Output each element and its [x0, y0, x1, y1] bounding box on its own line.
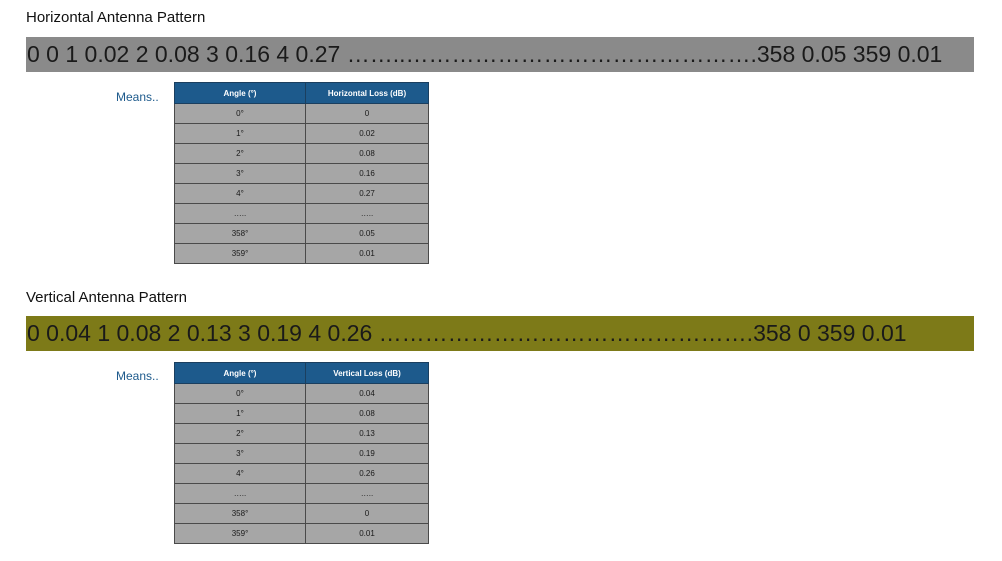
table-row: 3° 0.16 — [174, 163, 429, 184]
table-row: 359° 0.01 — [174, 523, 429, 544]
loss-cell: ….. — [305, 203, 429, 224]
horizontal-pattern-title: Horizontal Antenna Pattern — [26, 9, 206, 26]
vertical-pattern-title: Vertical Antenna Pattern — [26, 289, 187, 306]
angle-cell: ….. — [174, 203, 306, 224]
loss-cell: 0.02 — [305, 123, 429, 144]
angle-cell: 2° — [174, 423, 306, 444]
table-row: 0° 0 — [174, 103, 429, 124]
loss-cell: 0.26 — [305, 463, 429, 484]
angle-cell: 2° — [174, 143, 306, 164]
angle-cell: 0° — [174, 383, 306, 404]
angle-cell: 3° — [174, 163, 306, 184]
angle-cell: 359° — [174, 523, 306, 544]
angle-cell: 358° — [174, 503, 306, 524]
loss-cell: 0.16 — [305, 163, 429, 184]
table-row: 359° 0.01 — [174, 243, 429, 264]
table-row: 1° 0.08 — [174, 403, 429, 424]
table-row: 3° 0.19 — [174, 443, 429, 464]
table-row: 2° 0.13 — [174, 423, 429, 444]
angle-cell: 0° — [174, 103, 306, 124]
vertical-pattern-data-band: 0 0.04 1 0.08 2 0.13 3 0.19 4 0.26 ……………… — [26, 316, 974, 351]
table-row: 358° 0 — [174, 503, 429, 524]
table-row: 4° 0.27 — [174, 183, 429, 204]
loss-cell: 0.08 — [305, 143, 429, 164]
table-header-row: Angle (°) Horizontal Loss (dB) — [174, 82, 429, 104]
table-row: …..….. — [174, 203, 429, 224]
table-row: 1° 0.02 — [174, 123, 429, 144]
table-row: 4° 0.26 — [174, 463, 429, 484]
loss-cell: ….. — [305, 483, 429, 504]
table-row: 2° 0.08 — [174, 143, 429, 164]
loss-cell: 0.05 — [305, 223, 429, 244]
table-row: 0° 0.04 — [174, 383, 429, 404]
loss-cell: 0 — [305, 503, 429, 524]
horizontal-pattern-data-band: 0 0 1 0.02 2 0.08 3 0.16 4 0.27 ……..…………… — [26, 37, 974, 72]
loss-cell: 0.01 — [305, 243, 429, 264]
angle-cell: 1° — [174, 403, 306, 424]
angle-cell: 3° — [174, 443, 306, 464]
loss-cell: 0.27 — [305, 183, 429, 204]
horizontal-loss-table: Angle (°) Horizontal Loss (dB) 0° 0 1° 0.0… — [174, 82, 429, 264]
loss-cell: 0 — [305, 103, 429, 124]
loss-cell: 0.01 — [305, 523, 429, 544]
table-row: 358° 0.05 — [174, 223, 429, 244]
loss-cell: 0.13 — [305, 423, 429, 444]
loss-cell: 0.08 — [305, 403, 429, 424]
angle-cell: 4° — [174, 463, 306, 484]
loss-cell: 0.04 — [305, 383, 429, 404]
table-row: …..….. — [174, 483, 429, 504]
angle-cell: 4° — [174, 183, 306, 204]
angle-cell: 358° — [174, 223, 306, 244]
column-header-vertical-loss: Vertical Loss (dB) — [305, 362, 429, 384]
angle-cell: 359° — [174, 243, 306, 264]
angle-cell: 1° — [174, 123, 306, 144]
table-header-row: Angle (°) Vertical Loss (dB) — [174, 362, 429, 384]
angle-cell: ….. — [174, 483, 306, 504]
vertical-means-label: Means.. — [116, 369, 159, 383]
column-header-horizontal-loss: Horizontal Loss (dB) — [305, 82, 429, 104]
column-header-angle: Angle (°) — [174, 82, 306, 104]
column-header-angle: Angle (°) — [174, 362, 306, 384]
loss-cell: 0.19 — [305, 443, 429, 464]
vertical-loss-table: Angle (°) Vertical Loss (dB) 0° 0.04 1° 0.… — [174, 362, 429, 544]
horizontal-means-label: Means.. — [116, 90, 159, 104]
